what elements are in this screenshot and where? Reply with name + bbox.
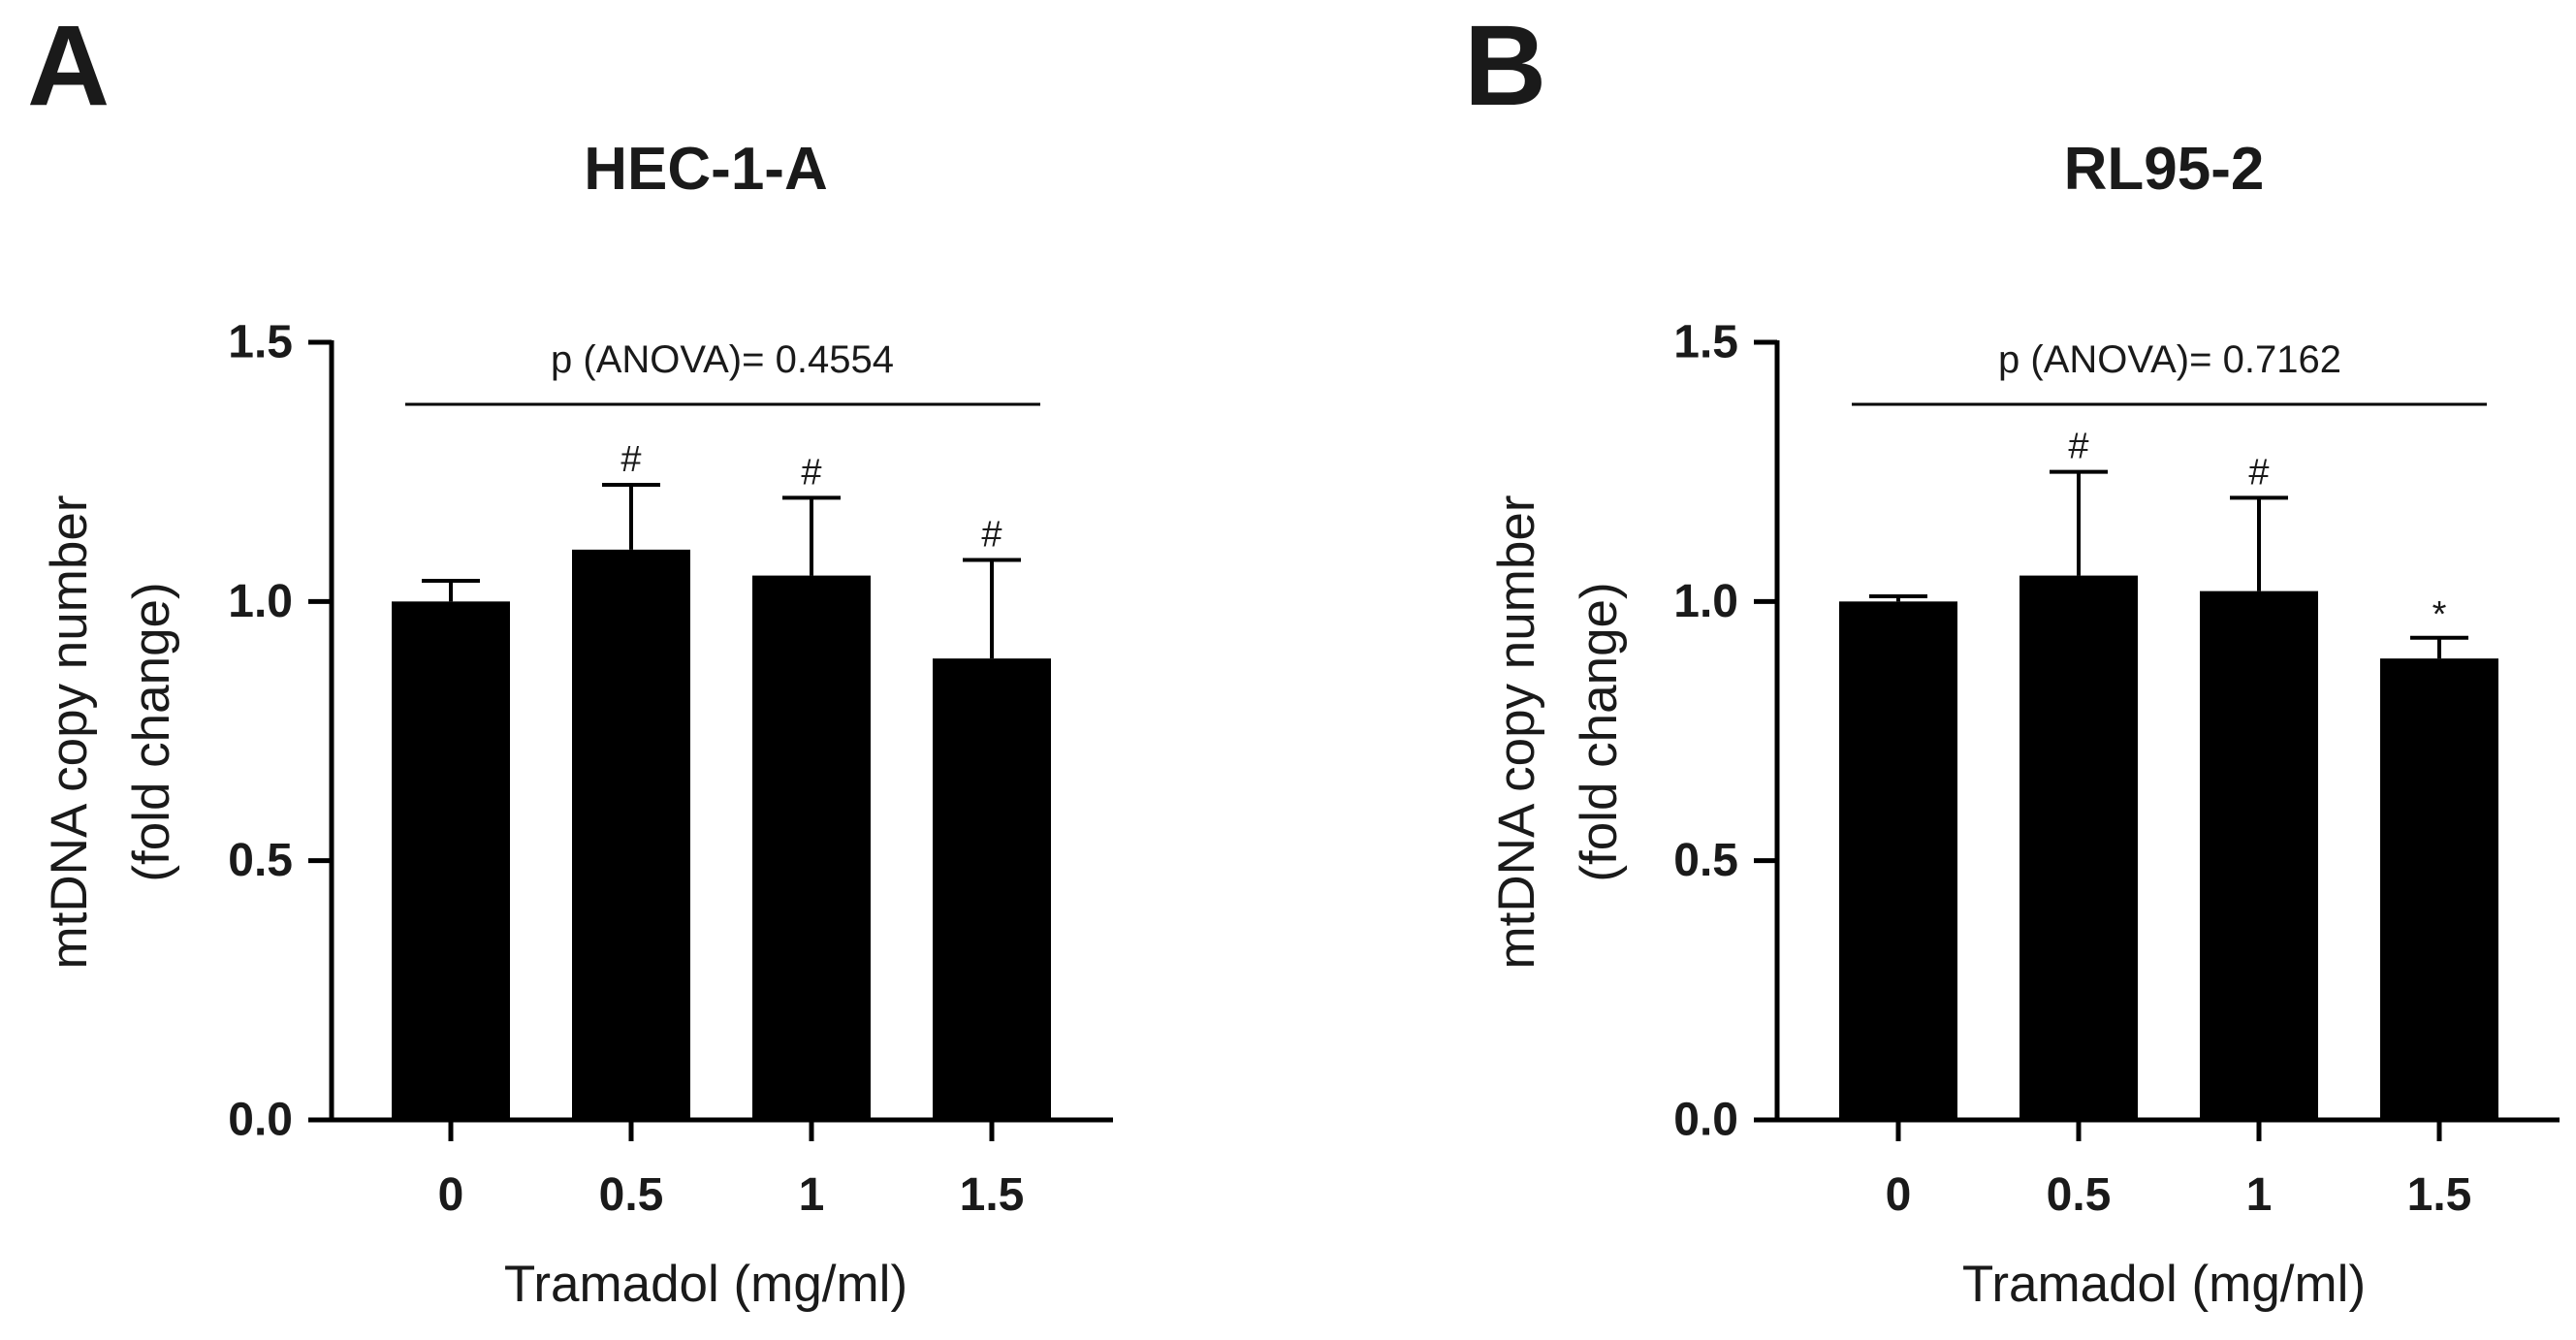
bar-1	[752, 575, 871, 1120]
x-tick-label: 1.5	[960, 1169, 1025, 1221]
panel-letter: A	[27, 2, 110, 130]
anova-annotation: p (ANOVA)= 0.7162	[1998, 338, 2341, 381]
bar-1	[2200, 590, 2318, 1120]
bar-0_5	[572, 549, 690, 1120]
x-tick-label: 1.5	[2407, 1169, 2472, 1221]
bar-1_5	[2380, 658, 2498, 1120]
y-tick-label: 1.5	[1673, 317, 1738, 368]
significance-marker: *	[2433, 594, 2447, 635]
bar-0_5	[2019, 575, 2138, 1120]
x-tick-label: 0	[1886, 1169, 1912, 1221]
panel-letter: B	[1464, 2, 1546, 130]
y-axis-label-line-1: mtDNA copy number	[41, 495, 98, 970]
y-tick-label: 1.5	[228, 317, 293, 368]
panel-b: B RL95-2 mtDNA copy number (fold change) 0 #0…	[1464, 2, 2560, 1313]
y-axis-label: mtDNA copy number (fold change)	[1488, 495, 1628, 970]
y-tick-label: 0.0	[1673, 1095, 1738, 1146]
significance-marker: #	[801, 452, 821, 493]
anova-annotation: p (ANOVA)= 0.4554	[551, 338, 894, 381]
chart-title: HEC-1-A	[584, 136, 827, 203]
significance-marker: #	[2248, 452, 2269, 493]
y-axis-label-line-1: mtDNA copy number	[1488, 495, 1545, 970]
x-tick-label: 1	[799, 1169, 825, 1221]
bar-1_5	[933, 658, 1051, 1120]
y-axis-label: mtDNA copy number (fold change)	[41, 495, 180, 970]
chart-title: RL95-2	[2064, 136, 2265, 203]
y-axis-label-line-2: (fold change)	[123, 582, 180, 881]
x-axis-label: Tramadol (mg/ml)	[504, 1256, 907, 1313]
y-tick-label: 1.0	[1673, 576, 1738, 627]
y-tick-label: 0.5	[228, 835, 293, 886]
y-axis-label-line-2: (fold change)	[1571, 582, 1628, 881]
x-axis-label: Tramadol (mg/ml)	[1962, 1256, 2366, 1313]
panel-a: A HEC-1-A mtDNA copy number (fold change) 0 #…	[27, 2, 1113, 1313]
bar-0	[1839, 601, 1957, 1120]
x-tick-label: 0.5	[599, 1169, 664, 1221]
significance-marker: #	[2068, 427, 2088, 467]
x-tick-label: 0.5	[2047, 1169, 2112, 1221]
bar-0	[392, 601, 510, 1120]
y-tick-label: 0.5	[1673, 835, 1738, 886]
y-tick-label: 1.0	[228, 576, 293, 627]
significance-marker: #	[981, 515, 1002, 556]
y-tick-label: 0.0	[228, 1095, 293, 1146]
significance-marker: #	[620, 439, 641, 480]
x-tick-label: 1	[2246, 1169, 2273, 1221]
x-tick-label: 0	[438, 1169, 464, 1221]
